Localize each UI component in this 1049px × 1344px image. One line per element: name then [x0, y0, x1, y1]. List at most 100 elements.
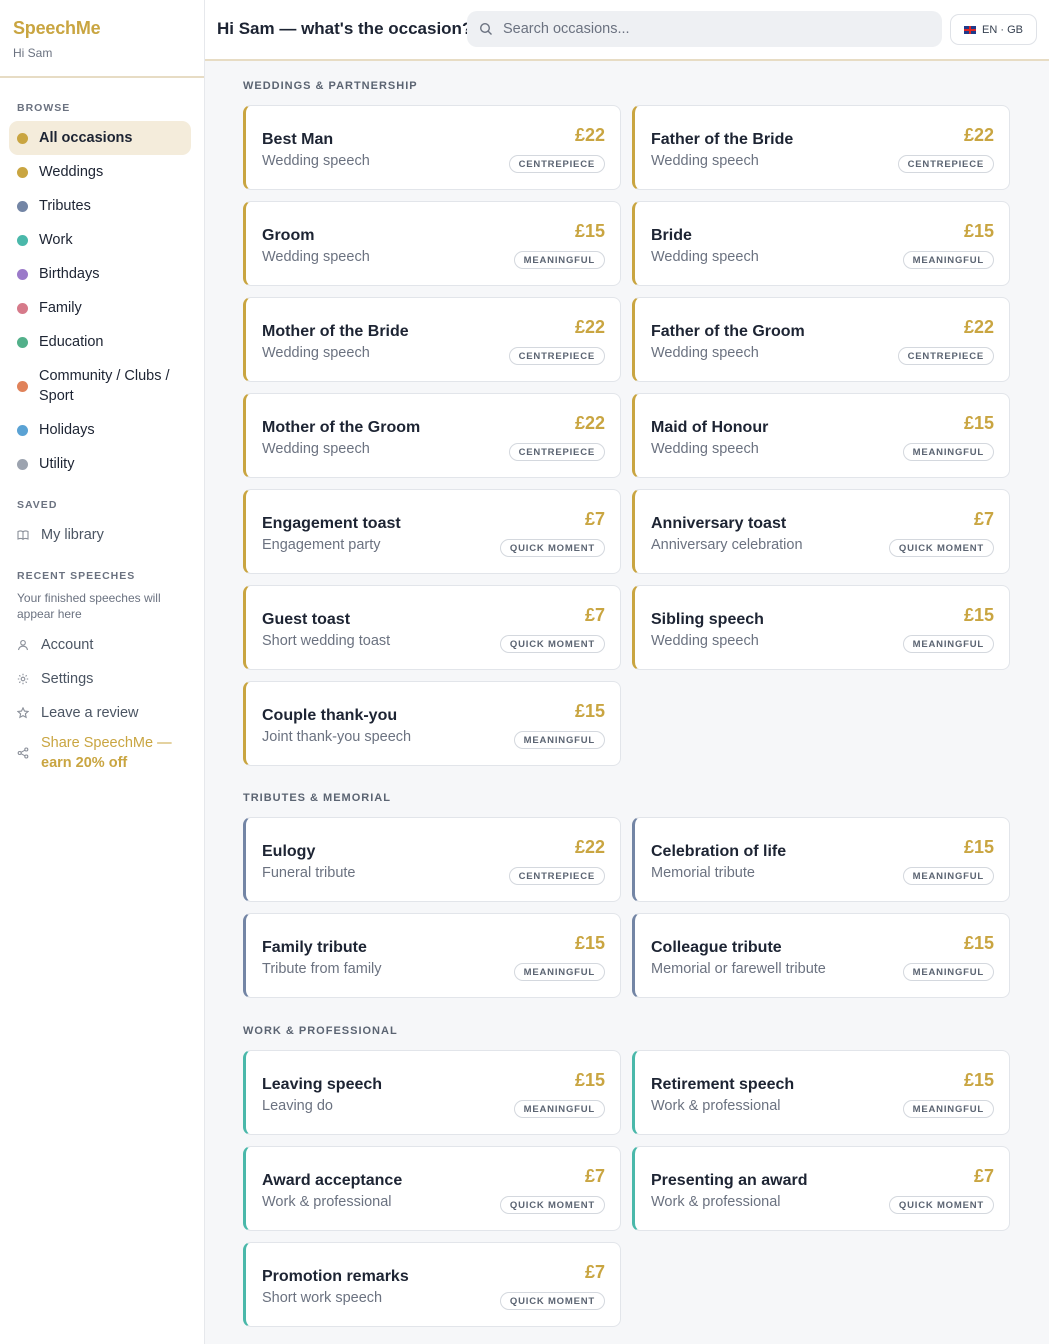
occasion-subtitle: Work & professional: [651, 1098, 781, 1114]
occasion-price: £15: [963, 1070, 994, 1090]
account-list: Account Settings Leave a review Share Sp…: [9, 628, 191, 776]
occasion-title: Promotion remarks: [262, 1268, 409, 1285]
category-dot-icon: [17, 234, 28, 246]
category-dot-icon: [17, 302, 28, 314]
occasion-subtitle: Engagement party: [262, 537, 381, 553]
occasion-title: Colleague tribute: [651, 939, 782, 956]
occasion-card[interactable]: Award acceptance Work & professional £7 QUI…: [243, 1146, 621, 1231]
occasion-price: £15: [963, 221, 994, 241]
occasion-price: £7: [584, 1262, 605, 1282]
language-label: EN · GB: [982, 23, 1023, 36]
category-dot-icon: [17, 200, 28, 212]
occasion-card[interactable]: Mother of the Groom Wedding speech £22 CENT…: [243, 393, 621, 478]
occasion-card[interactable]: Bride Wedding speech £15 MEANINGFUL: [632, 201, 1010, 286]
occasion-title: Maid of Honour: [651, 419, 769, 436]
occasion-subtitle: Wedding speech: [262, 441, 370, 457]
sidebar-item-leave-review[interactable]: Leave a review: [9, 696, 191, 730]
search-icon: [479, 22, 492, 35]
occasion-subtitle: Anniversary celebration: [651, 537, 803, 553]
occasion-card[interactable]: Colleague tribute Memorial or farewell tr…: [632, 913, 1010, 998]
occasion-card[interactable]: Presenting an award Work & professional £7…: [632, 1146, 1010, 1231]
sidebar-item-label: Holidays: [39, 422, 95, 438]
occasion-card[interactable]: Eulogy Funeral tribute £22 CENTREPIECE: [243, 817, 621, 902]
sidebar-item-account[interactable]: Account: [9, 628, 191, 662]
search-box[interactable]: [467, 11, 942, 47]
sidebar-item-birthdays[interactable]: Birthdays: [9, 257, 191, 291]
occasion-card[interactable]: Promotion remarks Short work speech £7 QUIC…: [243, 1242, 621, 1327]
occasion-subtitle: Wedding speech: [651, 441, 759, 457]
occasion-price: £22: [963, 125, 994, 145]
search-input[interactable]: [503, 21, 903, 37]
occasion-card[interactable]: Engagement toast Engagement party £7 QUICK …: [243, 489, 621, 574]
tier-badge: MEANINGFUL: [902, 251, 994, 269]
tier-badge: MEANINGFUL: [513, 731, 605, 749]
occasion-card[interactable]: Couple thank-you Joint thank-you speech £1…: [243, 681, 621, 766]
sidebar-item-utility[interactable]: Utility: [9, 447, 191, 481]
occasion-subtitle: Short wedding toast: [262, 633, 391, 649]
occasion-card[interactable]: Father of the Groom Wedding speech £22 CENT…: [632, 297, 1010, 382]
occasion-price: £22: [574, 413, 605, 433]
sidebar-item-settings[interactable]: Settings: [9, 662, 191, 696]
occasion-card[interactable]: Maid of Honour Wedding speech £15 MEANINGFU…: [632, 393, 1010, 478]
brand-logo-text[interactable]: SpeechMe: [13, 18, 101, 38]
page-greeting: Hi Sam — what's the occasion?: [217, 19, 473, 38]
star-icon: [17, 707, 29, 719]
tier-badge: MEANINGFUL: [902, 443, 994, 461]
tier-badge: QUICK MOMENT: [499, 1196, 605, 1214]
user-greeting: Hi Sam: [13, 46, 53, 60]
occasion-card[interactable]: Celebration of life Memorial tribute £15 ME…: [632, 817, 1010, 902]
occasion-title: Presenting an award: [651, 1172, 808, 1189]
tier-badge: CENTREPIECE: [508, 443, 605, 461]
occasion-subtitle: Memorial tribute: [651, 865, 755, 881]
occasion-card[interactable]: Best Man Wedding speech £22 CENTREPIECE: [243, 105, 621, 190]
occasion-card[interactable]: Anniversary toast Anniversary celebration…: [632, 489, 1010, 574]
occasion-subtitle: Work & professional: [262, 1194, 392, 1210]
occasion-price: £15: [574, 1070, 605, 1090]
category-dot-icon: [17, 166, 28, 178]
occasion-title: Family tribute: [262, 939, 367, 956]
language-selector[interactable]: EN · GB: [950, 14, 1037, 45]
sidebar-item-tributes[interactable]: Tributes: [9, 189, 191, 223]
sidebar-item-my-library[interactable]: My library: [9, 518, 191, 552]
occasion-title: Couple thank-you: [262, 707, 398, 724]
sidebar-item-work[interactable]: Work: [9, 223, 191, 257]
tier-badge: CENTREPIECE: [897, 347, 994, 365]
sidebar-item-holidays[interactable]: Holidays: [9, 413, 191, 447]
occasion-subtitle: Tribute from family: [262, 961, 382, 977]
tier-badge: CENTREPIECE: [508, 155, 605, 173]
tier-badge: MEANINGFUL: [902, 1100, 994, 1118]
category-dot-icon: [17, 380, 28, 392]
sidebar-item-weddings[interactable]: Weddings: [9, 155, 191, 189]
sidebar-item-education[interactable]: Education: [9, 325, 191, 359]
sidebar-item-label: My library: [41, 527, 104, 543]
tier-badge: CENTREPIECE: [508, 867, 605, 885]
occasion-title: Guest toast: [262, 611, 351, 628]
occasion-title: Best Man: [262, 131, 334, 148]
sidebar-item-label: Family: [39, 300, 82, 316]
sidebar-item-all-occasions[interactable]: All occasions: [9, 121, 191, 155]
sidebar-item-label: Settings: [41, 671, 94, 687]
occasion-card[interactable]: Sibling speech Wedding speech £15 MEANINGFU…: [632, 585, 1010, 670]
occasion-subtitle: Funeral tribute: [262, 865, 356, 881]
gear-icon: [17, 673, 29, 685]
tier-badge: QUICK MOMENT: [499, 1292, 605, 1310]
occasion-price: £22: [963, 317, 994, 337]
category-dot-icon: [17, 424, 28, 436]
tier-badge: MEANINGFUL: [902, 963, 994, 981]
tier-badge: MEANINGFUL: [513, 251, 605, 269]
occasion-card[interactable]: Mother of the Bride Wedding speech £22 CENT…: [243, 297, 621, 382]
occasion-price: £15: [574, 701, 605, 721]
occasion-card[interactable]: Groom Wedding speech £15 MEANINGFUL: [243, 201, 621, 286]
sidebar-item-label: All occasions: [39, 130, 133, 146]
sidebar-item-family[interactable]: Family: [9, 291, 191, 325]
occasion-card[interactable]: Guest toast Short wedding toast £7 QUICK MO…: [243, 585, 621, 670]
occasion-card[interactable]: Leaving speech Leaving do £15 MEANINGFUL: [243, 1050, 621, 1135]
occasion-subtitle: Short work speech: [262, 1290, 383, 1306]
occasion-title: Eulogy: [262, 843, 316, 860]
occasion-card[interactable]: Retirement speech Work & professional £15 M…: [632, 1050, 1010, 1135]
occasion-price: £7: [973, 509, 994, 529]
occasion-card[interactable]: Family tribute Tribute from family £15 MEAN…: [243, 913, 621, 998]
sidebar-item-community-clubs-sport[interactable]: Community / Clubs / Sport: [9, 359, 191, 413]
sidebar-item-share[interactable]: Share SpeechMe — earn 20% off: [9, 730, 191, 776]
occasion-card[interactable]: Father of the Bride Wedding speech £22 CENT…: [632, 105, 1010, 190]
